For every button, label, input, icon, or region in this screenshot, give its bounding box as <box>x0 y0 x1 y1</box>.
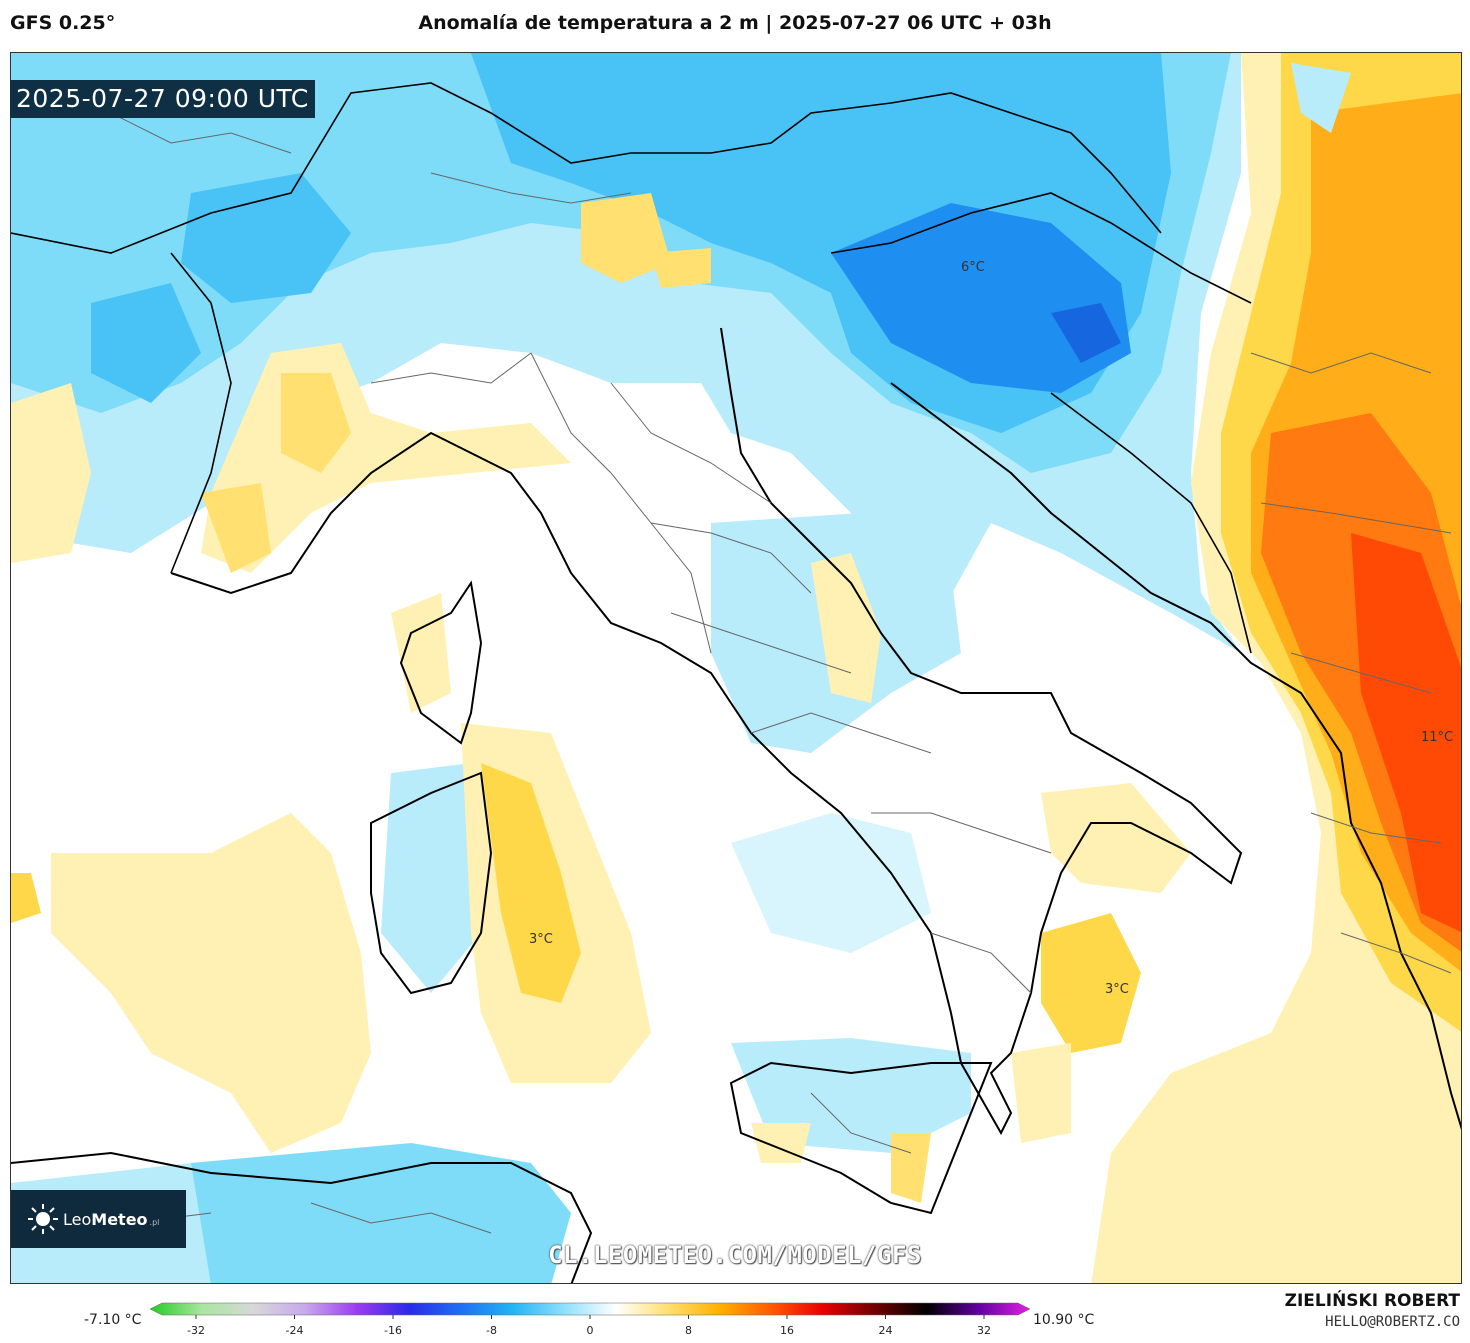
logo-text: LeoMeteo .pl <box>63 1210 159 1229</box>
legend-max-label: 10.90 °C <box>1033 1312 1095 1328</box>
colorbar-tick-label: 16 <box>780 1324 794 1337</box>
colorbar-tick-label: -32 <box>187 1324 205 1337</box>
warm-anomaly-region <box>201 483 271 573</box>
chart-title: Anomalía de temperatura a 2 m | 2025-07-… <box>418 12 1052 34</box>
colorbar-svg: -32 -24 -16 -8 0 8 16 24 32 <box>149 1302 1031 1337</box>
model-name: GFS 0.25° <box>10 12 116 34</box>
credit-email: HELLO@ROBERTZ.CO <box>1325 1314 1460 1330</box>
coastline-italy <box>170 327 1243 1136</box>
warm-anomaly-region <box>391 593 451 713</box>
warm-anomaly-region <box>581 193 671 283</box>
cold-anomaly-region <box>181 173 351 303</box>
border-line <box>830 192 1252 304</box>
anomaly-label: 3°C <box>1105 982 1129 997</box>
warm-anomaly-region <box>51 813 371 1153</box>
border-line <box>1050 392 1252 654</box>
logo-name-bold: Meteo <box>91 1209 148 1229</box>
warm-anomaly-region <box>481 763 581 1003</box>
colorbar-tick-label: -8 <box>486 1324 497 1337</box>
warm-anomaly-region <box>651 248 711 288</box>
cold-anomaly-region <box>91 283 201 403</box>
colorbar-tick-label: -16 <box>384 1324 402 1337</box>
warm-anomaly-region <box>281 373 351 473</box>
timestamp-badge: 2025-07-27 09:00 UTC <box>10 80 315 118</box>
coastline-balkans <box>890 382 1461 1130</box>
colorbar-bar <box>149 1302 1031 1316</box>
border-alps <box>11 82 1162 254</box>
anomaly-label: 11°C <box>1421 730 1453 745</box>
warm-anomaly-region <box>1041 913 1141 1053</box>
cold-anomaly-region <box>731 813 931 953</box>
colorbar-tick-label: 0 <box>587 1324 594 1337</box>
coastline-sardinia <box>370 771 493 995</box>
credit-name: ZIELIŃSKI ROBERT <box>1284 1291 1460 1311</box>
warm-anomaly-region <box>1291 63 1351 133</box>
anomaly-label: 3°C <box>529 932 553 947</box>
sun-icon <box>28 1204 58 1234</box>
coastline-corsica <box>399 580 483 745</box>
warm-anomaly-region <box>891 1133 931 1203</box>
logo-suffix: .pl <box>149 1217 160 1227</box>
anomaly-label: 6°C <box>961 260 985 275</box>
warm-anomaly-region <box>1041 783 1191 893</box>
logo[interactable]: LeoMeteo .pl <box>11 1190 186 1248</box>
colorbar-tick-label: 32 <box>977 1324 991 1337</box>
colorbar: -32 -24 -16 -8 0 8 16 24 32 <box>149 1299 1031 1343</box>
warm-anomaly-region <box>11 873 41 923</box>
url-watermark: CL.LEOMETEO.COM/MODEL/GFS <box>548 1241 922 1269</box>
colorbar-tick-label: 8 <box>685 1324 692 1337</box>
border-line <box>170 252 232 574</box>
warm-anomaly-region <box>11 383 91 563</box>
coastline-north-africa <box>11 1151 593 1283</box>
logo-name-regular: Leo <box>63 1209 92 1229</box>
map-panel: 3°C 3°C 6°C 11°C <box>10 52 1462 1284</box>
warm-anomaly-region <box>751 1123 811 1163</box>
anomaly-map: 3°C 3°C 6°C 11°C <box>11 53 1461 1283</box>
cold-anomaly-region <box>831 203 1131 393</box>
cold-anomaly-region <box>381 763 491 993</box>
colorbar-tick-label: 24 <box>879 1324 893 1337</box>
legend-min-label: -7.10 °C <box>84 1312 142 1328</box>
colorbar-tick-label: -24 <box>286 1324 304 1337</box>
coastline-sicily <box>729 1061 993 1215</box>
warm-anomaly-region <box>1351 533 1461 933</box>
warm-anomaly-region <box>1011 1043 1071 1143</box>
cold-anomaly-region <box>1051 303 1121 363</box>
